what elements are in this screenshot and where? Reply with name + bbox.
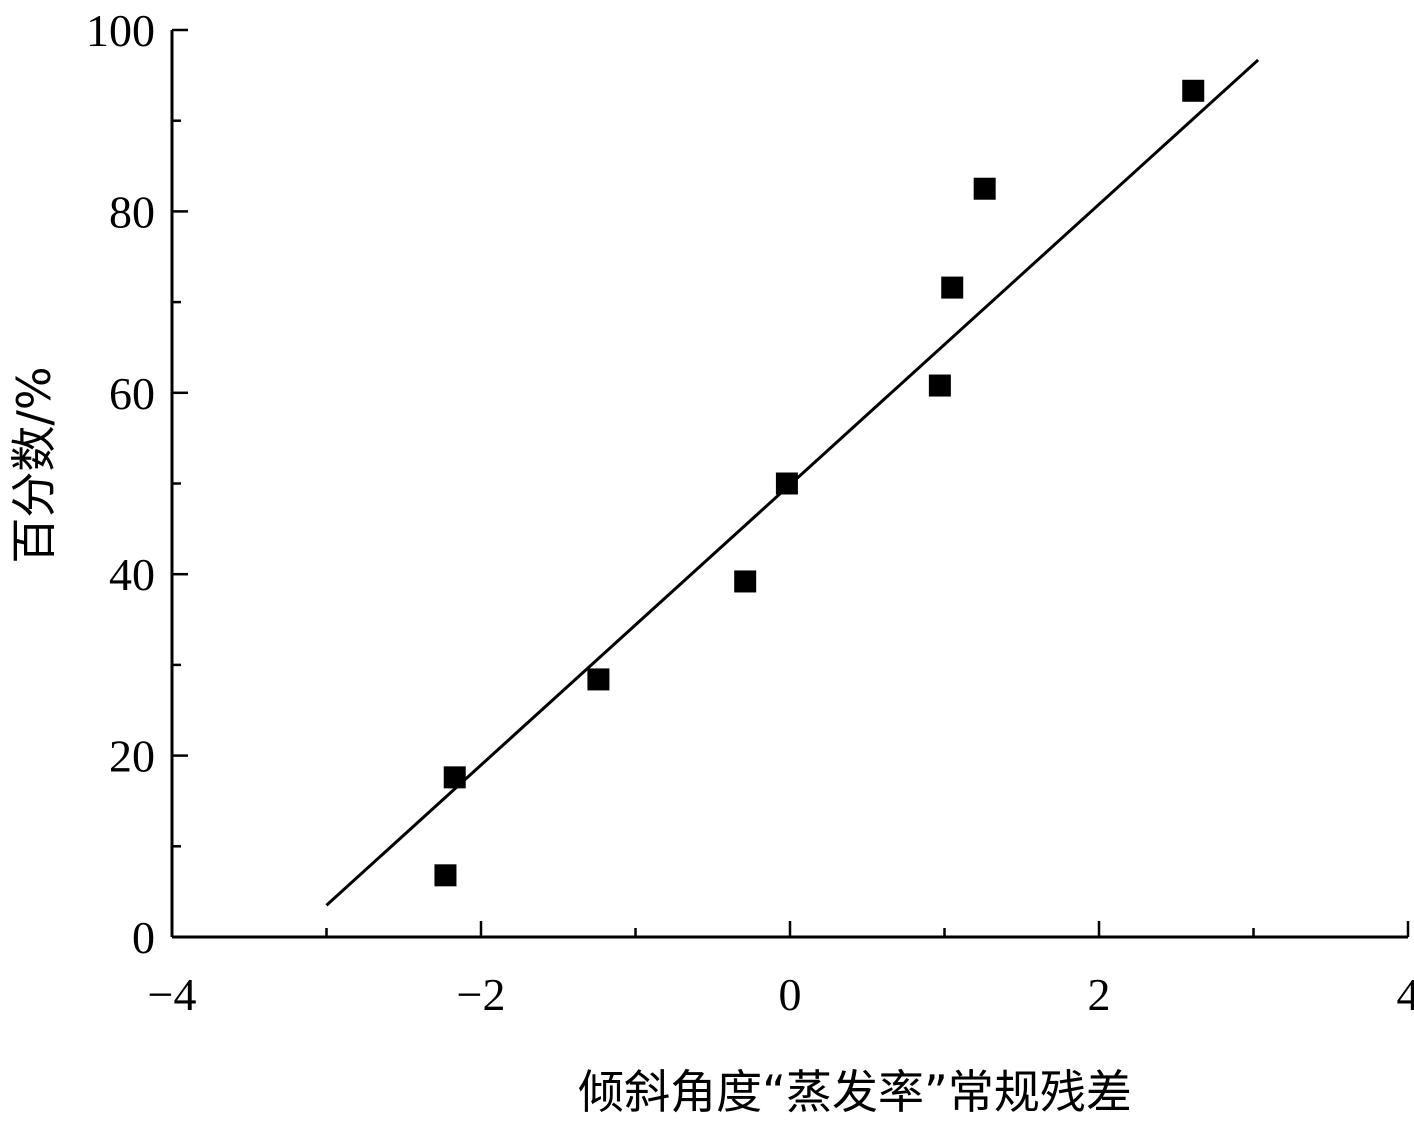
x-tick-label: −4 <box>148 969 197 1020</box>
data-point <box>443 766 466 789</box>
x-tick-label: 4 <box>1397 969 1414 1020</box>
data-point <box>941 276 964 299</box>
data-point <box>434 864 457 887</box>
y-tick-label: 60 <box>109 368 155 419</box>
x-tick-label: −2 <box>457 969 506 1020</box>
y-tick-label: 100 <box>86 5 155 56</box>
x-axis-title: 倾斜角度“蒸发率”常规残差 <box>578 1065 1132 1119</box>
data-point <box>928 374 951 397</box>
data-point <box>775 472 798 495</box>
data-points <box>434 79 1205 887</box>
x-tick-label: 0 <box>779 969 802 1020</box>
y-tick-label: 20 <box>109 731 155 782</box>
y-tick-label: 0 <box>132 912 155 963</box>
data-point <box>734 570 757 593</box>
y-axis-title: 百分数/% <box>7 366 61 563</box>
data-point <box>587 668 610 691</box>
x-tick-label: 2 <box>1088 969 1111 1020</box>
data-point <box>973 177 996 200</box>
y-tick-label: 40 <box>109 549 155 600</box>
y-tick-label: 80 <box>109 186 155 237</box>
data-point <box>1182 79 1205 102</box>
axes <box>170 28 1410 939</box>
